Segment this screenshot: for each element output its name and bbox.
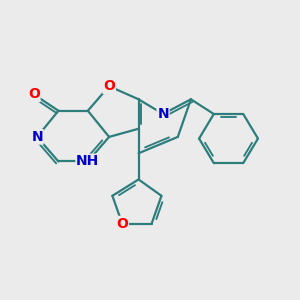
Text: NH: NH	[76, 154, 100, 169]
Text: O: O	[28, 87, 40, 101]
Text: O: O	[103, 79, 115, 93]
Text: N: N	[157, 107, 169, 121]
Text: O: O	[116, 217, 128, 231]
Text: N: N	[31, 130, 43, 144]
